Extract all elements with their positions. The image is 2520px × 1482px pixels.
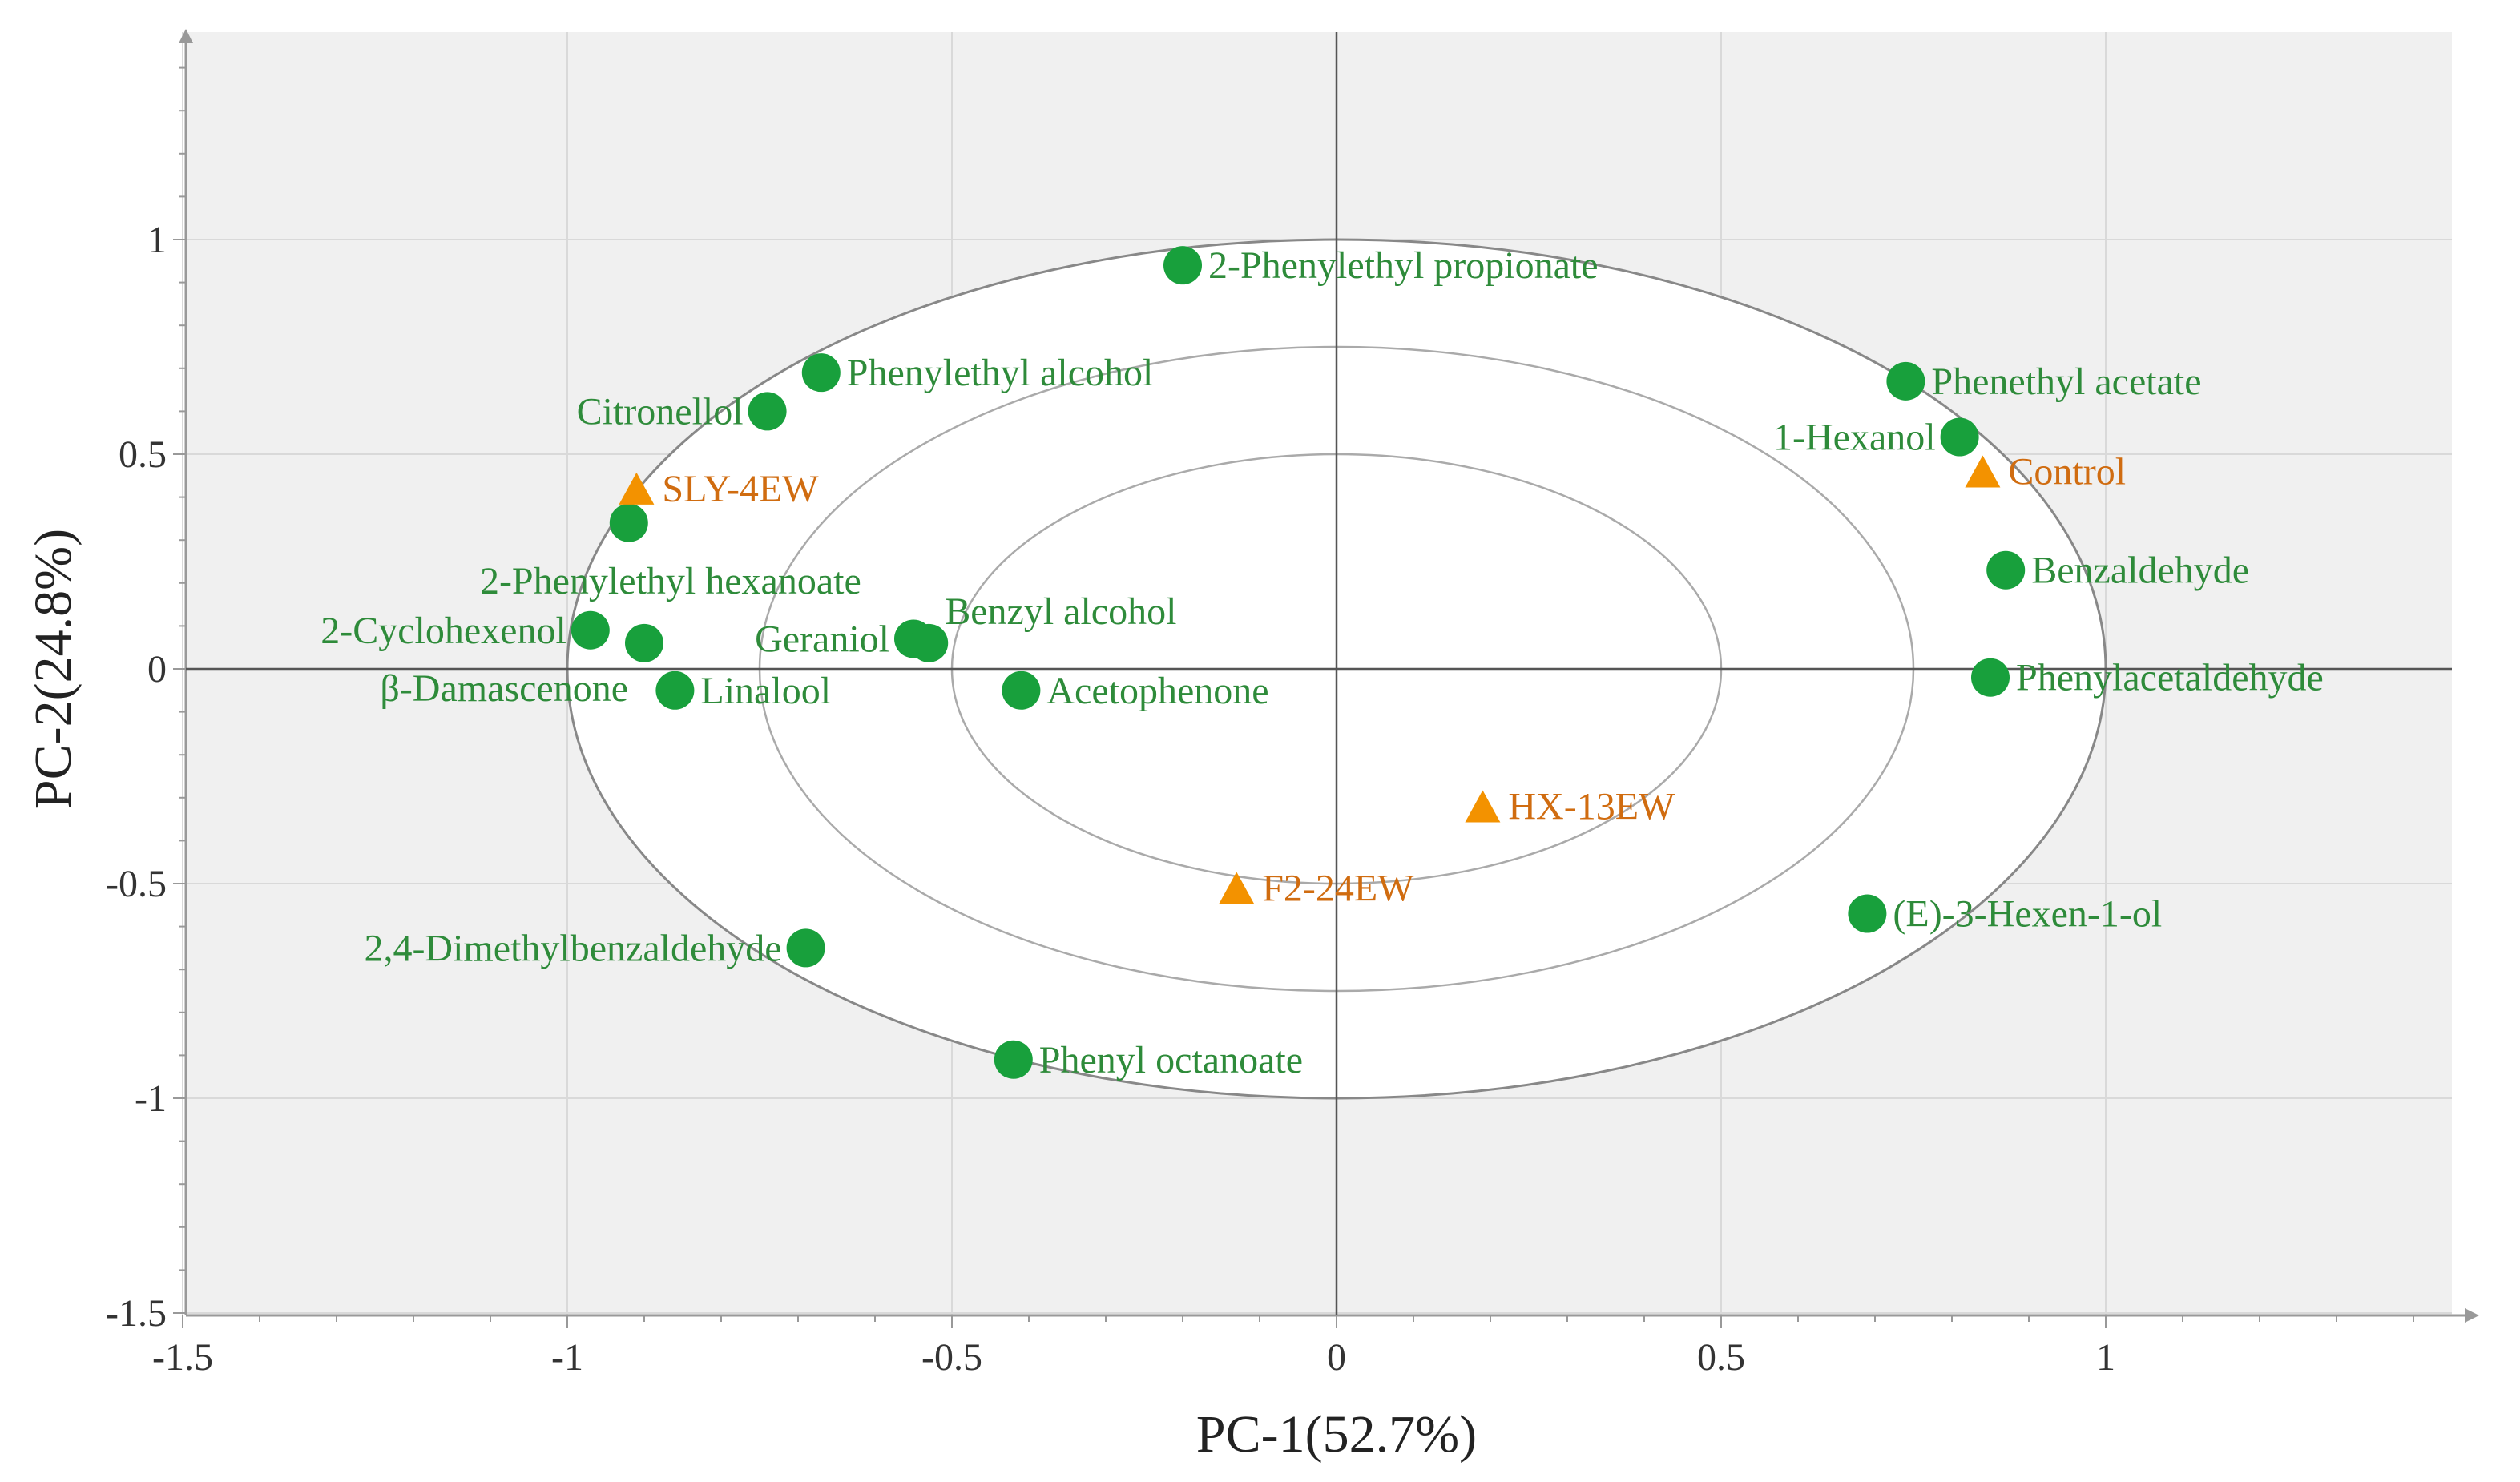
compound-label: β-Damascenone <box>380 667 628 710</box>
compound-marker <box>786 928 825 968</box>
compound-marker <box>801 353 841 393</box>
compound-label: Phenyl octanoate <box>1039 1039 1303 1081</box>
x-tick-label: -1.5 <box>152 1336 213 1379</box>
sample-label: F2-24EW <box>1262 867 1414 909</box>
y-tick-label: 0.5 <box>119 433 167 476</box>
compound-marker <box>655 671 695 710</box>
sample-marker <box>619 472 655 505</box>
y-tick-label: 0 <box>147 648 167 691</box>
sample-marker <box>1465 790 1501 823</box>
y-tick-label: -1 <box>135 1077 167 1120</box>
x-tick-label: 1 <box>2096 1336 2115 1379</box>
compound-label: (E)-3-Hexen-1-ol <box>1893 893 2162 936</box>
y-tick-label: 1 <box>147 219 167 261</box>
x-tick-label: 0 <box>1327 1336 1346 1379</box>
compound-label: 2-Cyclohexenol <box>321 610 566 652</box>
x-tick-label: -0.5 <box>921 1336 982 1379</box>
compound-marker <box>994 1040 1033 1079</box>
compound-marker <box>1971 658 2010 697</box>
sample-marker <box>1965 455 2001 488</box>
compound-marker <box>1848 894 1887 933</box>
sample-label: SLY-4EW <box>662 468 819 510</box>
x-axis-title: PC-1(52.7%) <box>1196 1405 1477 1464</box>
compound-label: Phenylethyl alcohol <box>847 352 1154 394</box>
compound-marker <box>1940 417 1979 457</box>
compound-label: Phenethyl acetate <box>1931 360 2201 403</box>
tick-labels: -1.5 -1 -0.5 0 0.5 1 -1.5 -1 -0.5 0 0.5 1 <box>106 219 2115 1379</box>
compound-marker <box>1986 550 2026 590</box>
sample-label: Control <box>2008 450 2126 493</box>
compound-label: Linalool <box>700 670 831 712</box>
sample-marker <box>1219 872 1255 904</box>
compound-marker <box>1886 361 1925 401</box>
compound-marker <box>909 623 949 662</box>
compound-label: Benzyl alcohol <box>945 590 1176 633</box>
point-labels: 2-Phenylethyl propionate Phenylethyl alco… <box>321 244 2324 1081</box>
compound-label: 1-Hexanol <box>1773 417 1936 459</box>
axes <box>173 29 2479 1328</box>
compound-label: Geraniol <box>755 618 889 660</box>
y-tick-label: -0.5 <box>106 863 167 905</box>
compound-marker <box>748 392 787 431</box>
compound-marker <box>609 503 648 542</box>
x-tick-label: -1 <box>551 1336 583 1379</box>
compound-label: 2,4-Dimethylbenzaldehyde <box>364 927 781 969</box>
compound-label: Benzaldehyde <box>2031 550 2249 592</box>
compound-label: Phenylacetaldehyde <box>2016 657 2324 699</box>
data-points <box>571 246 2026 1079</box>
compound-marker <box>1002 671 1041 710</box>
compound-label: Acetophenone <box>1046 670 1268 712</box>
compound-marker <box>625 623 663 662</box>
y-tick-label: -1.5 <box>106 1292 167 1335</box>
compound-label: 2-Phenylethyl hexanoate <box>480 560 861 602</box>
compound-label: Citronellol <box>577 390 744 433</box>
sample-label: HX-13EW <box>1508 786 1675 828</box>
compound-label: 2-Phenylethyl propionate <box>1208 244 1599 287</box>
compound-marker <box>1163 246 1202 285</box>
x-tick-label: 0.5 <box>1697 1336 1745 1379</box>
y-axis-title: PC-2(24.8%) <box>24 529 83 809</box>
compound-marker <box>571 610 610 650</box>
